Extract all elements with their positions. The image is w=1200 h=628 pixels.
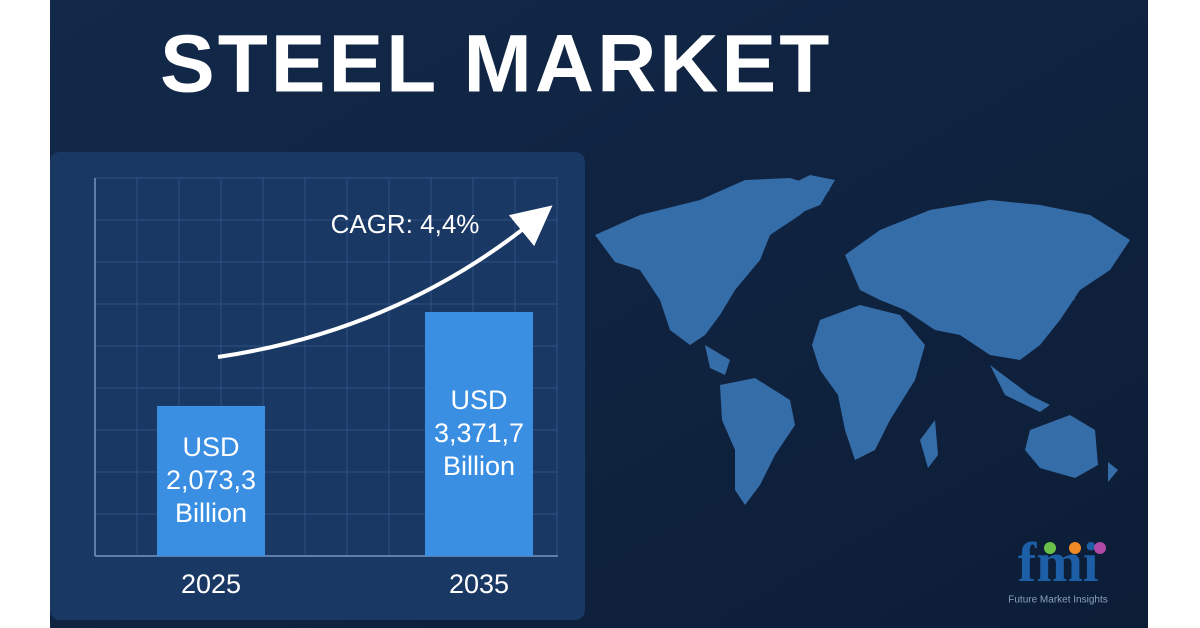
annotation: CAGR: 4,4% (331, 209, 480, 239)
logo-mark: fmi (1018, 532, 1099, 594)
x-tick-label: 2025 (181, 569, 241, 599)
cagr-arrow (217, 205, 553, 359)
chart-title: STEEL MARKET (160, 19, 832, 110)
x-tick-label: 2035 (449, 569, 509, 599)
bar (425, 312, 533, 556)
logo-dot (1069, 542, 1081, 554)
value-label: USD 2,073,3 Billion (165, 431, 257, 528)
logo-name: Future Market Insights (1008, 595, 1107, 606)
logo-dot (1094, 542, 1106, 554)
value-label: USD 3,371,7 Billion (433, 385, 525, 481)
logo-dot (1044, 542, 1056, 554)
bar (157, 405, 265, 556)
world-map (595, 175, 1130, 505)
